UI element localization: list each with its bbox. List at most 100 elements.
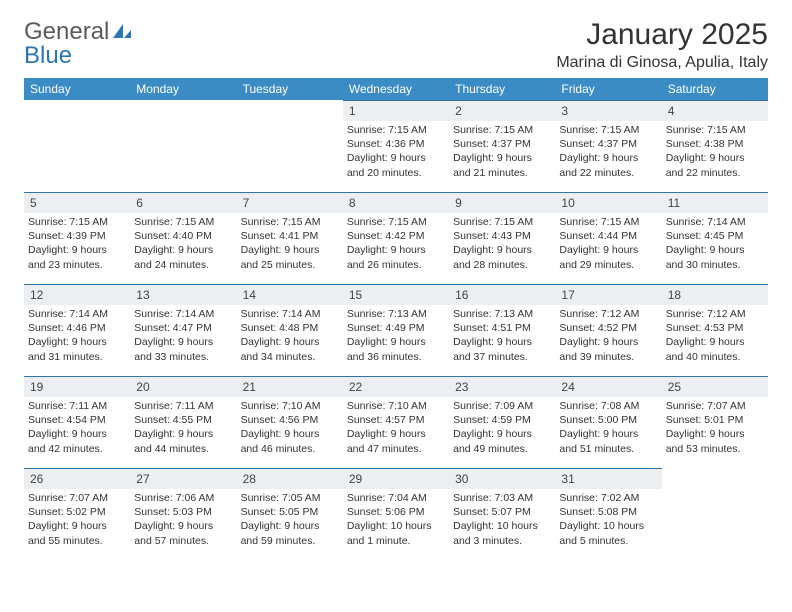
daylight-line-2: and 47 minutes.	[347, 442, 445, 456]
day-number: 11	[662, 192, 768, 213]
sunrise-line: Sunrise: 7:15 AM	[28, 215, 126, 229]
daylight-line-1: Daylight: 9 hours	[666, 151, 764, 165]
day-number: 26	[24, 468, 130, 489]
daylight-line-2: and 28 minutes.	[453, 258, 551, 272]
sunrise-line: Sunrise: 7:15 AM	[559, 123, 657, 137]
calendar-day-cell	[130, 100, 236, 192]
weekday-header: Wednesday	[343, 78, 449, 100]
location-label: Marina di Ginosa, Apulia, Italy	[556, 54, 768, 72]
sunrise-line: Sunrise: 7:09 AM	[453, 399, 551, 413]
calendar-day-cell: 11Sunrise: 7:14 AMSunset: 4:45 PMDayligh…	[662, 192, 768, 284]
day-number: 18	[662, 284, 768, 305]
sunrise-line: Sunrise: 7:04 AM	[347, 491, 445, 505]
calendar-day-cell: 14Sunrise: 7:14 AMSunset: 4:48 PMDayligh…	[237, 284, 343, 376]
sunset-line: Sunset: 4:57 PM	[347, 413, 445, 427]
sunset-line: Sunset: 5:06 PM	[347, 505, 445, 519]
sunrise-line: Sunrise: 7:06 AM	[134, 491, 232, 505]
day-number: 27	[130, 468, 236, 489]
day-number: 16	[449, 284, 555, 305]
sunrise-line: Sunrise: 7:14 AM	[241, 307, 339, 321]
daylight-line-1: Daylight: 9 hours	[134, 519, 232, 533]
sunset-line: Sunset: 4:46 PM	[28, 321, 126, 335]
calendar-day-cell: 25Sunrise: 7:07 AMSunset: 5:01 PMDayligh…	[662, 376, 768, 468]
sunrise-line: Sunrise: 7:05 AM	[241, 491, 339, 505]
daylight-line-2: and 1 minute.	[347, 534, 445, 548]
calendar-week-row: 26Sunrise: 7:07 AMSunset: 5:02 PMDayligh…	[24, 468, 768, 560]
sunset-line: Sunset: 4:55 PM	[134, 413, 232, 427]
sunset-line: Sunset: 5:00 PM	[559, 413, 657, 427]
daylight-line-1: Daylight: 9 hours	[28, 243, 126, 257]
calendar-day-cell: 30Sunrise: 7:03 AMSunset: 5:07 PMDayligh…	[449, 468, 555, 560]
weekday-header: Friday	[555, 78, 661, 100]
daylight-line-1: Daylight: 9 hours	[28, 335, 126, 349]
day-number: 29	[343, 468, 449, 489]
sunset-line: Sunset: 4:41 PM	[241, 229, 339, 243]
calendar-day-cell: 31 Sunrise: 7:02 AMSunset: 5:08 PMDayligh…	[555, 468, 661, 560]
sunset-line: Sunset: 4:59 PM	[453, 413, 551, 427]
calendar-day-cell: 5Sunrise: 7:15 AMSunset: 4:39 PMDaylight…	[24, 192, 130, 284]
daylight-line-1: Daylight: 9 hours	[134, 335, 232, 349]
calendar-day-cell: 9Sunrise: 7:15 AMSunset: 4:43 PMDaylight…	[449, 192, 555, 284]
weekday-header: Sunday	[24, 78, 130, 100]
day-number: 15	[343, 284, 449, 305]
daylight-line-2: and 40 minutes.	[666, 350, 764, 364]
sunrise-line: Sunrise: 7:10 AM	[347, 399, 445, 413]
calendar-day-cell: 4Sunrise: 7:15 AMSunset: 4:38 PMDaylight…	[662, 100, 768, 192]
calendar-day-cell: 28Sunrise: 7:05 AMSunset: 5:05 PMDayligh…	[237, 468, 343, 560]
sunrise-line: Sunrise: 7:07 AM	[28, 491, 126, 505]
calendar-day-cell: 19Sunrise: 7:11 AMSunset: 4:54 PMDayligh…	[24, 376, 130, 468]
sunrise-line: Sunrise: 7:13 AM	[453, 307, 551, 321]
sunrise-line: Sunrise: 7:14 AM	[28, 307, 126, 321]
sunrise-line: Sunrise: 7:15 AM	[453, 123, 551, 137]
daylight-line-2: and 37 minutes.	[453, 350, 551, 364]
daylight-line-2: and 30 minutes.	[666, 258, 764, 272]
daylight-line-1: Daylight: 10 hours	[347, 519, 445, 533]
sunrise-line: Sunrise: 7:02 AM	[559, 491, 657, 505]
sunrise-line: Sunrise: 7:15 AM	[347, 215, 445, 229]
sunset-line: Sunset: 5:08 PM	[559, 505, 657, 519]
day-number: 12	[24, 284, 130, 305]
daylight-line-1: Daylight: 9 hours	[347, 151, 445, 165]
daylight-line-2: and 33 minutes.	[134, 350, 232, 364]
sunrise-line: Sunrise: 7:13 AM	[347, 307, 445, 321]
daylight-line-1: Daylight: 9 hours	[559, 427, 657, 441]
calendar-day-cell: 21Sunrise: 7:10 AMSunset: 4:56 PMDayligh…	[237, 376, 343, 468]
day-number: 9	[449, 192, 555, 213]
daylight-line-1: Daylight: 9 hours	[28, 519, 126, 533]
sunset-line: Sunset: 4:53 PM	[666, 321, 764, 335]
daylight-line-2: and 25 minutes.	[241, 258, 339, 272]
sunset-line: Sunset: 4:37 PM	[453, 137, 551, 151]
calendar-day-cell: 7Sunrise: 7:15 AMSunset: 4:41 PMDaylight…	[237, 192, 343, 284]
daylight-line-1: Daylight: 9 hours	[666, 243, 764, 257]
weekday-header: Tuesday	[237, 78, 343, 100]
calendar-day-cell: 3Sunrise: 7:15 AMSunset: 4:37 PMDaylight…	[555, 100, 661, 192]
sunset-line: Sunset: 5:03 PM	[134, 505, 232, 519]
sunrise-line: Sunrise: 7:14 AM	[134, 307, 232, 321]
sunset-line: Sunset: 4:40 PM	[134, 229, 232, 243]
sunset-line: Sunset: 5:07 PM	[453, 505, 551, 519]
day-number: 31	[555, 468, 661, 489]
daylight-line-1: Daylight: 9 hours	[453, 243, 551, 257]
day-number: 19	[24, 376, 130, 397]
daylight-line-1: Daylight: 9 hours	[134, 427, 232, 441]
daylight-line-2: and 21 minutes.	[453, 166, 551, 180]
daylight-line-2: and 23 minutes.	[28, 258, 126, 272]
sunrise-line: Sunrise: 7:03 AM	[453, 491, 551, 505]
day-number: 25	[662, 376, 768, 397]
daylight-line-2: and 29 minutes.	[559, 258, 657, 272]
calendar-day-cell: 12 Sunrise: 7:14 AMSunset: 4:46 PMDayligh…	[24, 284, 130, 376]
calendar-day-cell: 26Sunrise: 7:07 AMSunset: 5:02 PMDayligh…	[24, 468, 130, 560]
calendar-day-cell: 23Sunrise: 7:09 AMSunset: 4:59 PMDayligh…	[449, 376, 555, 468]
sunrise-line: Sunrise: 7:15 AM	[134, 215, 232, 229]
daylight-line-2: and 26 minutes.	[347, 258, 445, 272]
sunrise-line: Sunrise: 7:15 AM	[559, 215, 657, 229]
sunset-line: Sunset: 4:49 PM	[347, 321, 445, 335]
sunset-line: Sunset: 4:42 PM	[347, 229, 445, 243]
title-block: January 2025 Marina di Ginosa, Apulia, I…	[556, 18, 768, 72]
daylight-line-1: Daylight: 10 hours	[453, 519, 551, 533]
daylight-line-1: Daylight: 10 hours	[559, 519, 657, 533]
calendar-body: 1Sunrise: 7:15 AMSunset: 4:36 PMDaylight…	[24, 100, 768, 560]
sunset-line: Sunset: 5:01 PM	[666, 413, 764, 427]
daylight-line-1: Daylight: 9 hours	[134, 243, 232, 257]
daylight-line-1: Daylight: 9 hours	[347, 427, 445, 441]
